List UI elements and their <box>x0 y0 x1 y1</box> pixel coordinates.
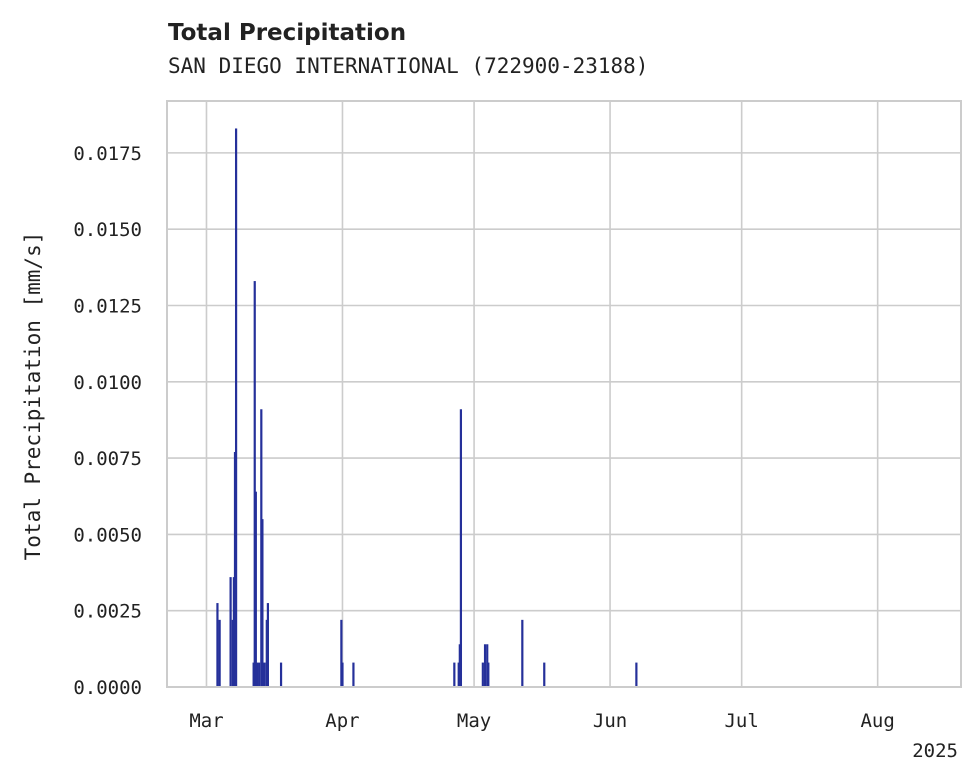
precipitation-bar <box>216 603 219 687</box>
precipitation-bar <box>459 409 463 687</box>
x-axis-ticks: Mar Apr May Jun Jul Aug <box>189 710 894 732</box>
y-tick-label: 0.0175 <box>73 143 142 165</box>
x-tick-label: Apr <box>325 710 359 732</box>
chart-subtitle: SAN DIEGO INTERNATIONAL (722900-23188) <box>168 54 648 78</box>
precipitation-bar <box>253 281 256 687</box>
precipitation-bar <box>254 491 257 687</box>
y-tick-label: 0.0150 <box>73 219 142 241</box>
precipitation-bars <box>216 128 638 687</box>
precipitation-bar <box>234 128 238 687</box>
x-tick-label: Jul <box>724 710 758 732</box>
y-tick-label: 0.0125 <box>73 295 142 317</box>
precipitation-bar <box>218 619 221 687</box>
y-tick-label: 0.0050 <box>73 524 142 546</box>
y-tick-label: 0.0000 <box>73 677 142 699</box>
precipitation-bar <box>352 662 355 687</box>
precipitation-bar <box>453 662 456 687</box>
precipitation-bar <box>229 577 232 687</box>
x-axis-year-label: 2025 <box>912 740 958 762</box>
x-tick-label: Mar <box>189 710 223 732</box>
precipitation-bar <box>487 662 490 687</box>
precipitation-bar <box>341 662 344 687</box>
y-tick-label: 0.0075 <box>73 448 142 470</box>
plot-frame <box>166 100 962 688</box>
grid-lines <box>167 101 961 687</box>
precipitation-bar <box>481 662 484 687</box>
precipitation-bar <box>261 519 264 687</box>
precipitation-bar <box>340 619 343 687</box>
precipitation-bar <box>255 662 259 687</box>
x-tick-label: May <box>457 710 491 732</box>
precipitation-bar <box>258 662 261 687</box>
y-tick-label: 0.0025 <box>73 601 142 623</box>
precipitation-bar <box>263 662 266 687</box>
x-tick-label: Aug <box>860 710 894 732</box>
precipitation-bar <box>635 662 638 687</box>
x-tick-label: Jun <box>593 710 627 732</box>
precipitation-bar <box>543 662 546 687</box>
precipitation-bar <box>266 603 269 687</box>
precipitation-bar <box>521 619 524 687</box>
precipitation-bar <box>483 644 487 687</box>
y-axis-label: Total Precipitation [mm/s] <box>21 232 45 561</box>
precipitation-bar <box>279 662 283 687</box>
y-axis-ticks: 0.0000 0.0025 0.0050 0.0075 0.0100 0.0125 0.01… <box>73 143 142 699</box>
y-tick-label: 0.0100 <box>73 372 142 394</box>
chart-title: Total Precipitation <box>168 20 406 46</box>
